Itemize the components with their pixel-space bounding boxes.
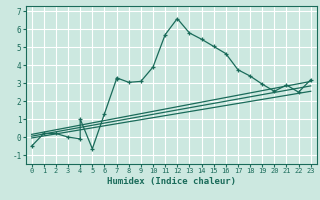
X-axis label: Humidex (Indice chaleur): Humidex (Indice chaleur) [107, 177, 236, 186]
